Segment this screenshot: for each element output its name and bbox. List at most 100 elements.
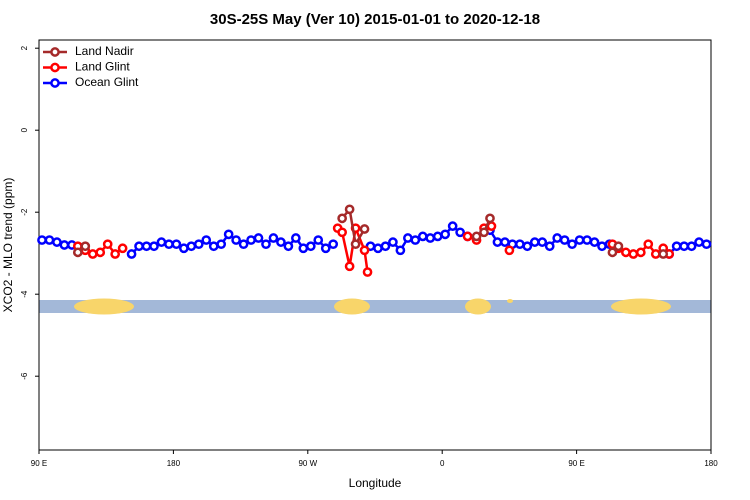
y-tick-label: 2 — [20, 45, 29, 50]
data-point — [462, 231, 473, 242]
data-point — [117, 243, 128, 254]
data-point — [193, 239, 204, 250]
data-point — [500, 237, 510, 247]
data-point — [613, 241, 624, 252]
data-point — [544, 241, 555, 252]
data-point — [522, 241, 533, 252]
data-point — [291, 233, 301, 243]
data-point — [201, 235, 212, 245]
data-point — [485, 213, 495, 224]
data-point — [337, 227, 347, 238]
data-point — [658, 249, 669, 259]
data-point — [403, 233, 413, 243]
data-point — [223, 229, 234, 240]
data-point — [395, 245, 406, 256]
data-point — [44, 235, 55, 245]
data-point — [643, 239, 654, 250]
data-point — [171, 239, 182, 250]
y-tick-label: -4 — [20, 290, 29, 298]
x-tick-label: 180 — [167, 459, 181, 468]
data-point — [80, 241, 91, 252]
land-patch — [334, 298, 370, 315]
data-point — [432, 231, 443, 242]
data-point — [552, 233, 563, 243]
y-tick-label: -2 — [20, 208, 29, 216]
data-point — [126, 249, 137, 259]
data-point — [344, 261, 355, 272]
data-point — [440, 229, 451, 240]
data-point — [388, 237, 398, 247]
x-tick-label: 180 — [704, 459, 718, 468]
data-point — [679, 241, 689, 252]
data-point — [455, 227, 465, 238]
data-point — [344, 204, 355, 215]
y-axis-label: XCO2 - MLO trend (ppm) — [1, 178, 15, 313]
data-point — [479, 227, 489, 238]
data-point — [298, 243, 309, 254]
data-point — [149, 241, 159, 252]
data-point — [628, 249, 639, 259]
legend-swatch-point — [50, 47, 60, 57]
data-point — [492, 237, 503, 247]
ocean-band — [39, 300, 711, 313]
data-point — [471, 231, 482, 242]
data-point — [529, 237, 540, 247]
data-point — [37, 235, 47, 245]
data-point — [350, 239, 361, 250]
y-tick-label: 0 — [20, 127, 29, 132]
x-tick-label: 90 W — [298, 459, 317, 468]
series — [74, 206, 667, 258]
x-tick-label: 90 E — [31, 459, 47, 468]
data-point — [208, 241, 219, 252]
data-point — [373, 243, 383, 254]
data-point — [635, 247, 646, 258]
data-point — [320, 243, 331, 254]
data-point — [686, 241, 697, 252]
land-patch — [507, 299, 513, 303]
data-point — [589, 237, 600, 247]
data-point — [253, 233, 264, 243]
data-point — [380, 241, 391, 252]
legend-label: Land Nadir — [75, 44, 134, 58]
data-point — [102, 239, 113, 250]
data-point — [359, 245, 370, 256]
chart-title: 30S-25S May (Ver 10) 2015-01-01 to 2020-… — [210, 11, 540, 28]
data-point — [582, 235, 592, 245]
data-point — [559, 235, 570, 245]
x-tick-label: 90 E — [568, 459, 584, 468]
data-point — [156, 237, 167, 247]
data-point — [359, 224, 370, 234]
data-point — [417, 231, 428, 242]
data-point — [87, 249, 98, 259]
data-point — [134, 241, 144, 252]
data-point — [515, 239, 525, 250]
x-axis-label: Longitude — [349, 476, 402, 490]
data-point — [337, 213, 347, 224]
data-point — [567, 239, 577, 250]
data-point — [425, 233, 436, 243]
data-point — [164, 239, 174, 250]
data-point — [95, 247, 106, 258]
data-point — [650, 249, 661, 259]
data-point — [305, 241, 316, 252]
data-point — [52, 237, 62, 247]
legend-swatch-point — [50, 62, 60, 73]
legend-swatch-point — [50, 78, 60, 88]
data-point — [238, 239, 249, 250]
data-point — [410, 235, 421, 245]
data-point — [447, 221, 458, 231]
data-point — [261, 239, 271, 250]
data-point — [362, 267, 373, 277]
land-patch — [465, 298, 491, 315]
data-point — [179, 243, 189, 254]
data-point — [621, 247, 631, 258]
data-point — [72, 247, 83, 258]
data-point — [607, 247, 618, 258]
land-patch — [611, 298, 671, 315]
data-point — [504, 245, 515, 256]
legend-label: Ocean Glint — [75, 75, 139, 89]
y-tick-label: -6 — [20, 372, 29, 380]
data-point — [574, 235, 585, 245]
data-point — [701, 239, 712, 250]
